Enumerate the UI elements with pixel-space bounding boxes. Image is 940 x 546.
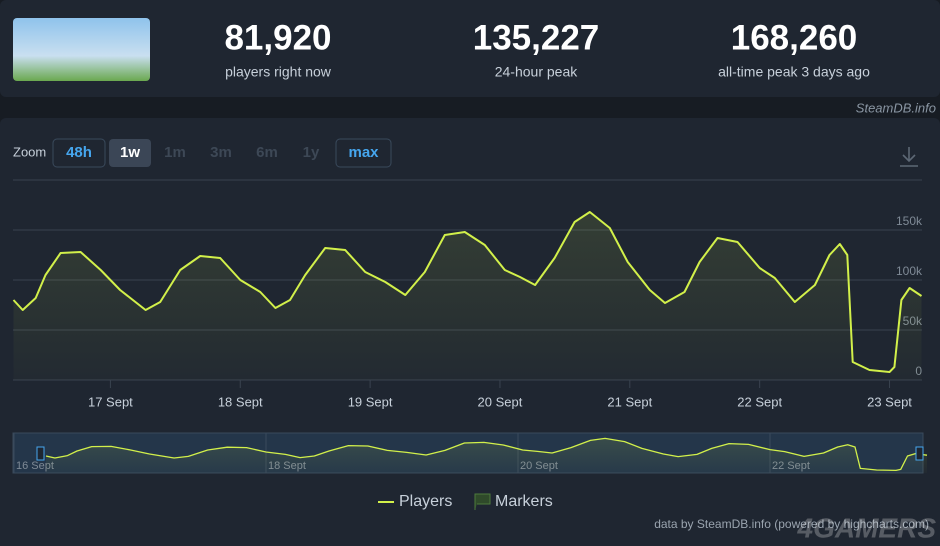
zoom-buttons: 48h 1w 1m 3m 6m 1y max <box>52 138 392 168</box>
legend-entry[interactable]: Markers <box>495 493 553 510</box>
button-label: max <box>348 144 379 161</box>
zoom-button[interactable]: 48h <box>52 138 106 168</box>
navigator-label: 16 Sept <box>16 460 54 472</box>
legend: Players Markers <box>378 493 553 510</box>
stat-value: 168,260 <box>731 18 858 57</box>
button-label: 3m <box>210 144 232 161</box>
game-logo <box>13 18 150 81</box>
zoom-button[interactable]: 6m <box>247 139 287 167</box>
x-tick-label: 18 Sept <box>218 394 263 409</box>
navigator-handle[interactable] <box>36 446 45 461</box>
legend-entry[interactable]: Players <box>399 493 452 510</box>
button-bg <box>109 139 151 167</box>
navigator-line-area <box>46 438 927 473</box>
x-tick-label: 20 Sept <box>478 394 523 409</box>
button-label: 6m <box>256 144 278 161</box>
players-line <box>12 211 923 373</box>
button-bg <box>335 138 392 168</box>
watermark: 4GAMERS <box>797 512 937 543</box>
y-tick-label: 100k <box>896 264 923 278</box>
zoom-label: Zoom <box>13 144 46 159</box>
x-tick-label: 19 Sept <box>348 394 393 409</box>
credits: data by SteamDB.info (powered by highcha… <box>654 517 929 531</box>
players-line-area <box>13 212 922 380</box>
navigator-line <box>45 437 928 472</box>
button-bg <box>52 138 106 168</box>
navigator-handle[interactable] <box>915 446 924 461</box>
button-label: 1y <box>303 144 320 161</box>
header-panel <box>0 0 940 97</box>
zoom-button[interactable]: 1w <box>109 139 151 167</box>
download-icon[interactable] <box>900 147 918 167</box>
legend-flag <box>474 493 491 510</box>
zoom-button[interactable]: 1m <box>155 139 195 167</box>
x-tick-label: 23 Sept <box>867 394 912 409</box>
zoom-button[interactable]: 1y <box>293 139 329 167</box>
stat-value: 135,227 <box>473 18 600 57</box>
zoom-button[interactable]: 3m <box>201 139 241 167</box>
x-tick-label: 21 Sept <box>607 394 652 409</box>
x-tick-label: 22 Sept <box>737 394 782 409</box>
source-link[interactable]: SteamDB.info <box>856 100 936 115</box>
icon-stroke <box>902 154 916 163</box>
stat-label: 24-hour peak <box>495 64 579 80</box>
button-label: 48h <box>66 144 92 161</box>
zoom-button[interactable]: max <box>335 138 392 168</box>
stat-value: 81,920 <box>224 18 331 57</box>
button-label: 1m <box>164 144 186 161</box>
y-tick-label: 150k <box>896 214 923 228</box>
x-tick-label: 17 Sept <box>88 394 133 409</box>
stat-label: players right now <box>225 64 332 80</box>
button-label: 1w <box>120 144 140 161</box>
stat-label: all-time peak 3 days ago <box>718 64 870 80</box>
